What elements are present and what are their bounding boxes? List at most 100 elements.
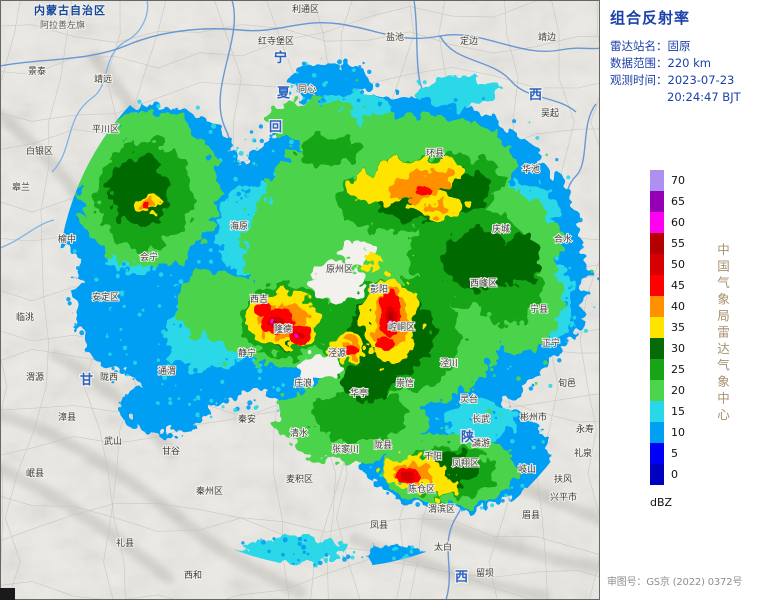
info-line: 雷达站名：固原 <box>610 39 691 53</box>
place-label: 清水 <box>290 427 308 439</box>
place-label: 环县 <box>426 148 444 159</box>
place-label: 合水 <box>554 233 572 245</box>
place-label: 平川区 <box>92 124 119 135</box>
place-label: 白银区 <box>26 145 53 157</box>
place-label: 永寿 <box>576 423 594 435</box>
legend-row: 10 <box>650 422 685 443</box>
legend-row: 50 <box>650 254 685 275</box>
place-label: 同心 <box>298 84 316 95</box>
echo-gap <box>296 240 372 380</box>
province-label: 陕 <box>461 429 475 445</box>
place-label: 灵台 <box>460 393 478 405</box>
place-label: 岐山 <box>518 463 536 475</box>
legend-swatch <box>650 317 664 338</box>
province-label: 夏 <box>276 86 291 101</box>
legend-value: 5 <box>671 447 678 460</box>
legend-value: 70 <box>671 174 685 187</box>
map-corner-mark <box>0 588 15 600</box>
place-label: 阿拉善左旗 <box>40 19 85 31</box>
legend-value: 50 <box>671 258 685 271</box>
info-line: 20:24:47 BJT <box>667 90 741 104</box>
info-line: 观测时间：2023-07-23 <box>610 73 735 87</box>
mountain-ridges <box>0 52 600 600</box>
legend-swatch <box>650 191 664 212</box>
place-label: 太白 <box>434 541 452 553</box>
province-label: 西 <box>529 88 542 103</box>
place-label: 渭滨区 <box>428 503 455 515</box>
legend-row: 15 <box>650 401 685 422</box>
place-label: 华池 <box>522 163 540 175</box>
agency-watermark: 中国气象局雷达气象中心 <box>715 243 730 425</box>
place-label: 西和 <box>184 570 202 581</box>
province-label: 宁 <box>274 50 287 66</box>
map-approval-number: 审图号：GS京 (2022) 0372号 <box>607 577 743 588</box>
legend-value: 55 <box>671 237 685 250</box>
legend-value: 0 <box>671 468 678 481</box>
place-label: 庆城 <box>492 223 510 235</box>
legend-row: 30 <box>650 338 685 359</box>
place-label: 扶风 <box>554 473 572 485</box>
place-label: 秦安 <box>238 413 256 425</box>
place-label: 崇信 <box>396 377 414 389</box>
legend-swatch <box>650 359 664 380</box>
legend-row: 45 <box>650 275 685 296</box>
legend-value: 20 <box>671 384 685 397</box>
place-label: 靖远 <box>94 73 112 85</box>
legend-row: 60 <box>650 212 685 233</box>
place-label: 旬邑 <box>558 377 576 389</box>
place-label: 千阳 <box>424 451 442 462</box>
place-label: 靖边 <box>538 31 556 43</box>
echo-level-60 <box>271 319 392 339</box>
legend-swatch <box>650 296 664 317</box>
legend-unit: dBZ <box>650 496 673 509</box>
legend-row: 65 <box>650 191 685 212</box>
place-label: 隆德 <box>274 323 292 335</box>
place-label: 红寺堡区 <box>258 35 294 47</box>
legend-row: 25 <box>650 359 685 380</box>
dbz-legend: 70 65 60 55 50 45 40 35 30 25 20 15 10 5 0 <box>650 170 685 485</box>
place-label: 陇县 <box>374 439 392 451</box>
legend-value: 25 <box>671 363 685 376</box>
place-label: 陇西 <box>100 371 118 383</box>
place-label: 麟游 <box>472 437 490 449</box>
place-label: 盐池 <box>386 31 404 43</box>
place-label: 原州区 <box>326 264 353 275</box>
place-label: 定边 <box>460 35 478 47</box>
place-label: 礼泉 <box>574 447 592 459</box>
legend-swatch <box>650 443 664 464</box>
place-label: 景泰 <box>28 65 46 77</box>
legend-value: 35 <box>671 321 685 334</box>
place-label: 眉县 <box>522 510 540 521</box>
place-label: 凤县 <box>370 520 388 531</box>
place-label: 临洮 <box>16 311 34 323</box>
legend-value: 15 <box>671 405 685 418</box>
legend-swatch <box>650 233 664 254</box>
region-label: 内蒙古自治区 <box>34 3 106 17</box>
place-label: 通渭 <box>158 366 176 377</box>
place-label: 礼县 <box>116 537 134 549</box>
place-label: 会宁 <box>140 251 158 263</box>
place-label: 张家川 <box>332 443 359 455</box>
place-label: 兴平市 <box>550 491 577 503</box>
place-label: 正宁 <box>542 337 560 349</box>
legend-row: 55 <box>650 233 685 254</box>
legend-swatch <box>650 338 664 359</box>
place-label: 宁县 <box>530 303 548 315</box>
product-title: 组合反射率 <box>610 9 691 27</box>
radar-info-block: 雷达站名：固原 数据范围：220 km 观测时间：2023-07-23 20:24:4… <box>610 38 741 106</box>
legend-row: 70 <box>650 170 685 191</box>
echo-level-50 <box>267 306 414 481</box>
radar-echo-layer <box>57 59 600 568</box>
legend-swatch <box>650 212 664 233</box>
place-label: 崆峒区 <box>388 321 415 333</box>
place-label: 甘谷 <box>162 445 180 457</box>
legend-row: 0 <box>650 464 685 485</box>
place-label: 皋兰 <box>12 181 30 193</box>
place-label: 利通区 <box>292 3 319 15</box>
legend-swatch <box>650 422 664 443</box>
legend-swatch <box>650 275 664 296</box>
radar-map: 内蒙古自治区 阿拉善左旗 利通区 红寺堡区 盐池 定边 靖边 同心 景泰 靖远 平川区 白银区 皋兰 榆中… <box>0 0 600 600</box>
place-label: 留坝 <box>476 567 494 579</box>
place-label: 泾源 <box>328 347 346 359</box>
